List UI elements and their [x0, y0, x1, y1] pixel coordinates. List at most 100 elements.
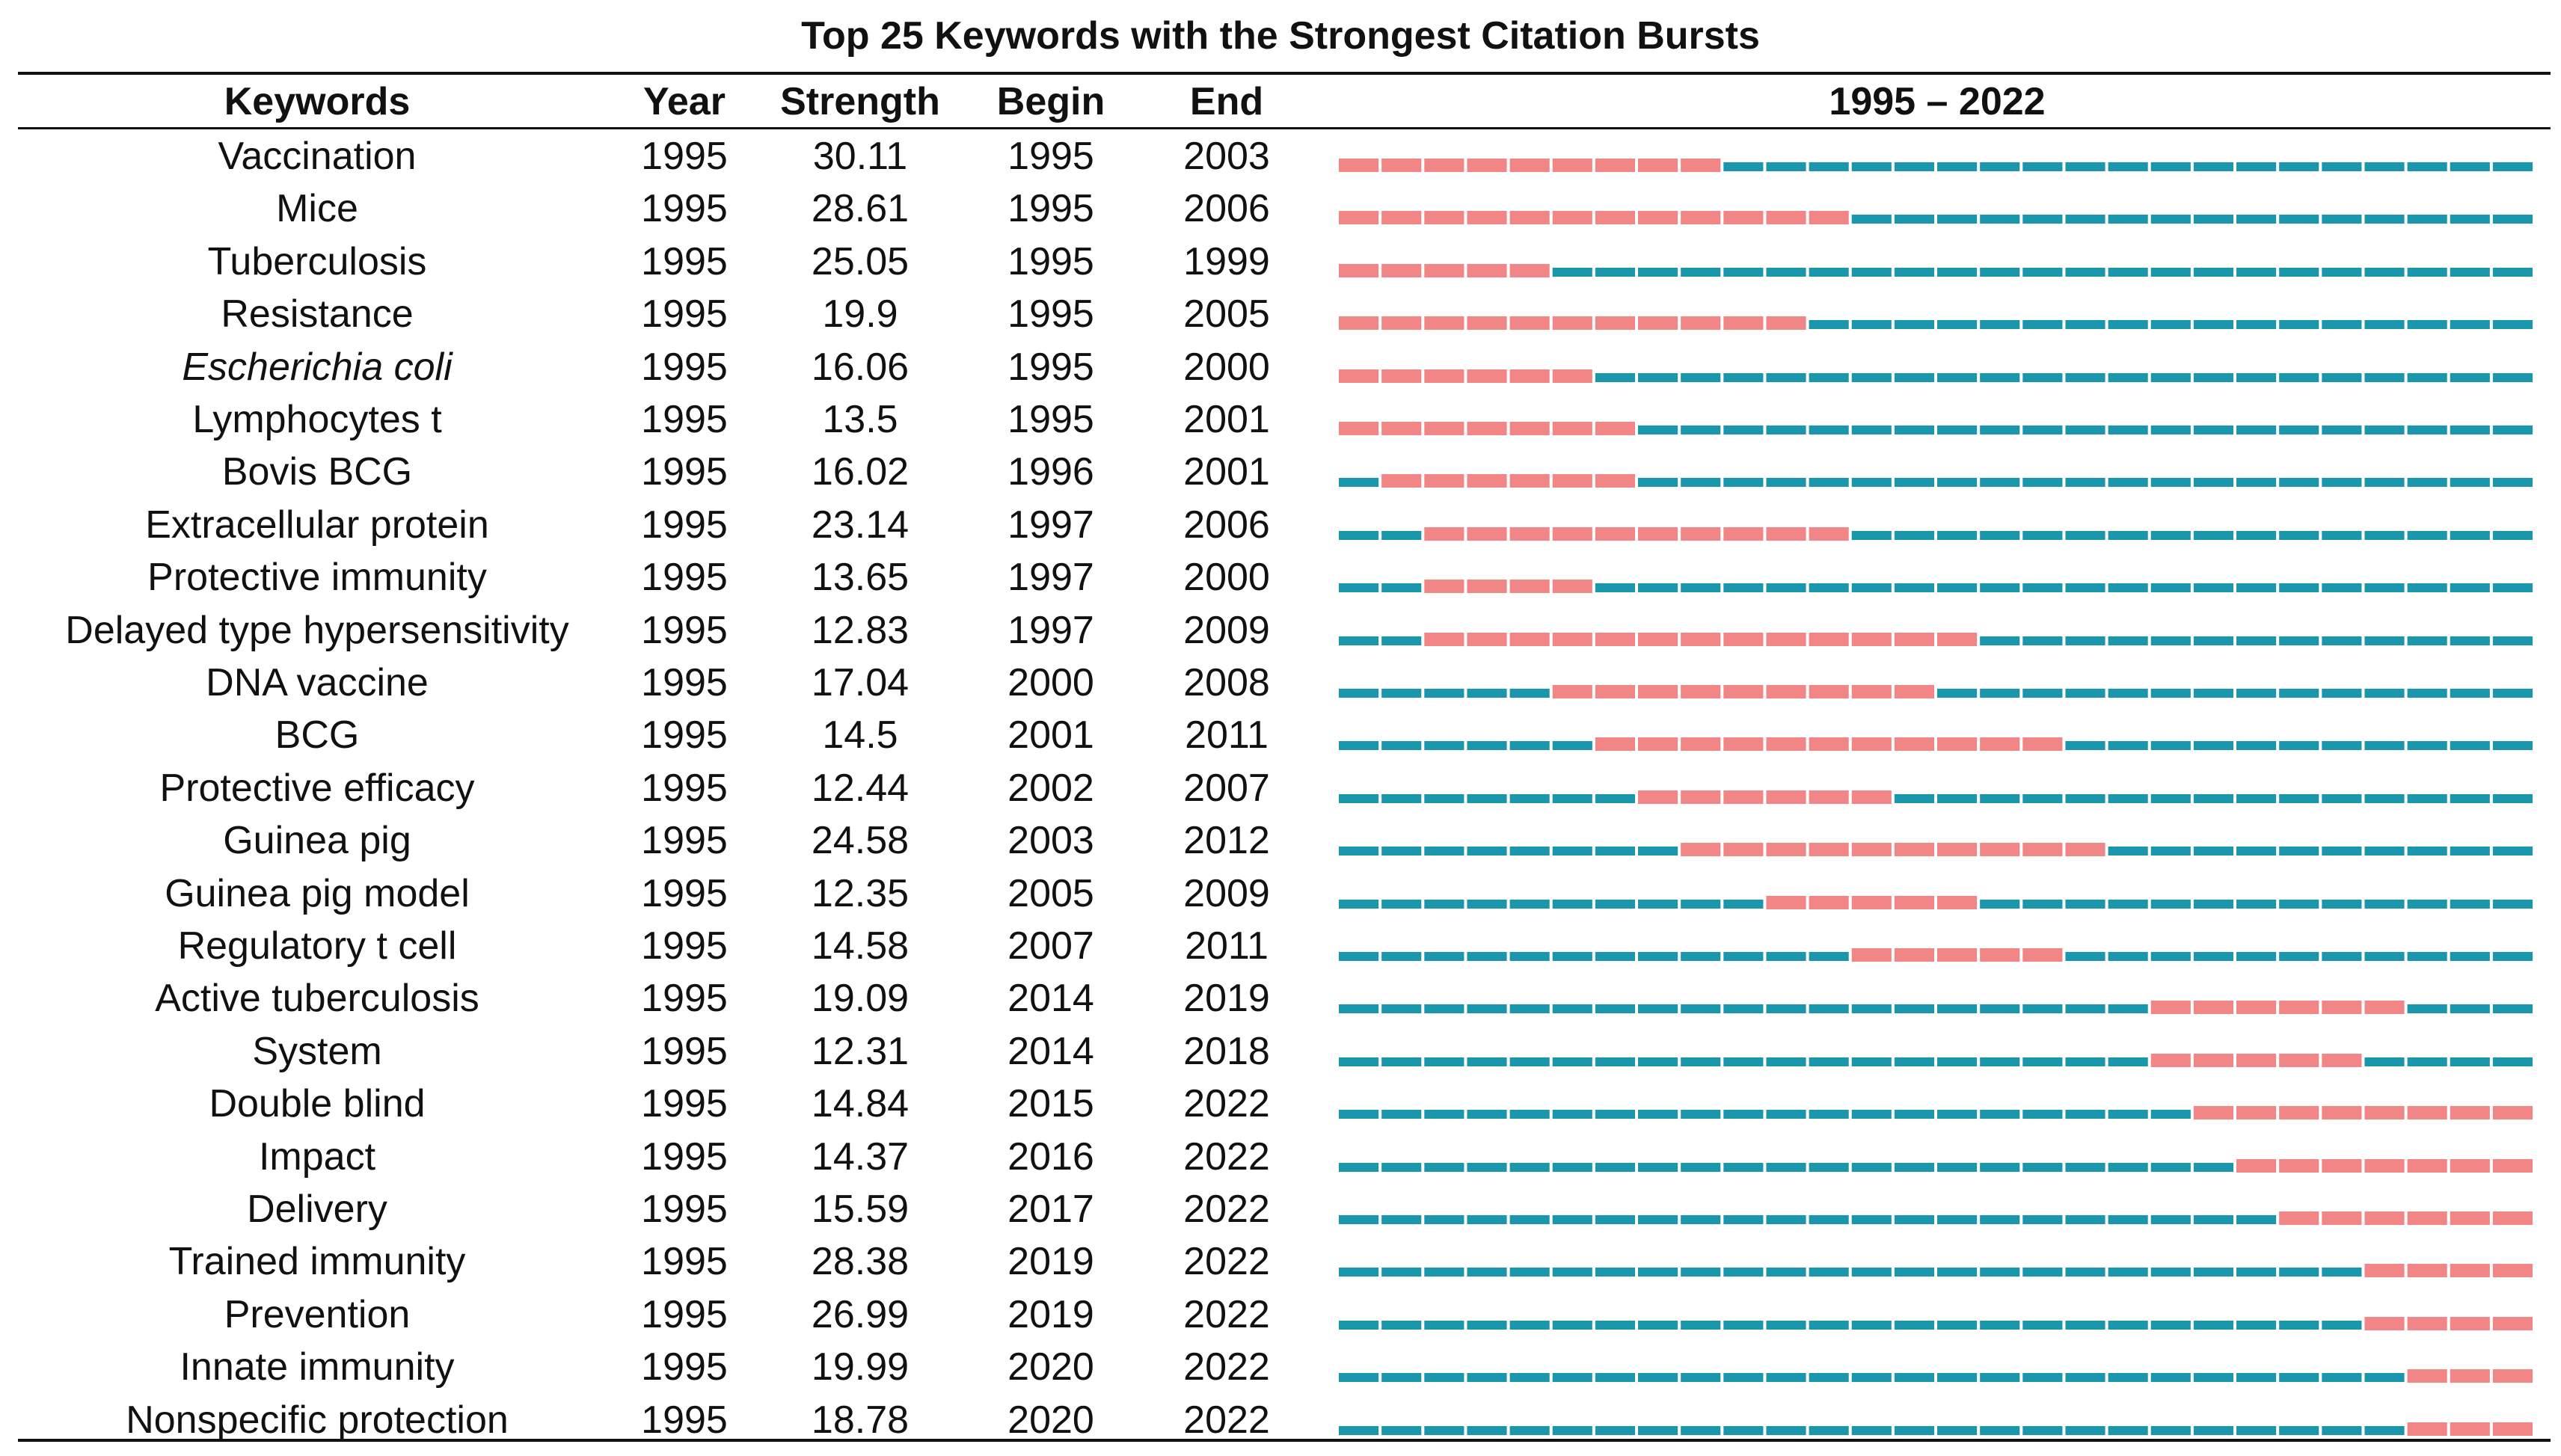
baseline-segment: [1766, 1162, 1806, 1172]
baseline-segment: [2322, 267, 2362, 277]
year-cell: 1995: [641, 1134, 728, 1179]
burst-segment: [1381, 159, 1422, 172]
strength-cell: 26.99: [811, 1292, 910, 1336]
baseline-segment: [2492, 689, 2533, 698]
baseline-segment: [2322, 1320, 2362, 1330]
baseline-segment: [1937, 1215, 1978, 1224]
baseline-segment: [1681, 583, 1721, 593]
baseline-segment: [2065, 1268, 2105, 1277]
baseline-segment: [1894, 1268, 1934, 1277]
burst-segment: [2364, 1316, 2405, 1330]
baseline-segment: [1552, 1373, 1592, 1383]
baseline-segment: [1467, 1425, 1507, 1435]
baseline-segment: [2322, 952, 2362, 961]
baseline-segment: [2193, 478, 2233, 488]
baseline-segment: [1980, 1162, 2020, 1172]
strength-cell: 16.02: [811, 450, 910, 494]
baseline-segment: [1766, 1320, 1806, 1330]
baseline-segment: [1595, 1110, 1635, 1119]
baseline-segment: [2364, 636, 2405, 645]
baseline-segment: [2150, 899, 2191, 909]
burst-segment: [1851, 790, 1892, 804]
baseline-segment: [2450, 793, 2490, 803]
baseline-segment: [2492, 320, 2533, 330]
baseline-segment: [1809, 478, 1849, 488]
baseline-segment: [1937, 215, 1978, 224]
baseline-segment: [1638, 267, 1678, 277]
baseline-segment: [1809, 1320, 1849, 1330]
begin-cell: 2005: [1007, 871, 1094, 915]
baseline-segment: [1894, 583, 1934, 593]
baseline-segment: [2193, 1425, 2233, 1435]
baseline-segment: [1638, 899, 1678, 909]
baseline-segment: [1681, 1110, 1721, 1119]
baseline-segment: [1766, 1057, 1806, 1066]
year-cell: 1995: [641, 766, 728, 810]
baseline-segment: [2150, 1268, 2191, 1277]
burst-segment: [1509, 580, 1550, 594]
baseline-segment: [1937, 478, 1978, 488]
baseline-segment: [1467, 1373, 1507, 1383]
baseline-segment: [2236, 899, 2277, 909]
baseline-segment: [1894, 1320, 1934, 1330]
burst-segment: [2193, 1106, 2233, 1120]
year-cell: 1995: [641, 239, 728, 283]
strength-cell: 13.65: [811, 556, 910, 600]
burst-segment: [2279, 1053, 2319, 1067]
baseline-segment: [1809, 1425, 1849, 1435]
baseline-segment: [1894, 1425, 1934, 1435]
table-row: Delayed type hypersensitivity 1995 12.83 19…: [0, 604, 2561, 657]
baseline-segment: [2407, 426, 2447, 434]
begin-cell: 1997: [1007, 556, 1094, 600]
baseline-segment: [2108, 1215, 2148, 1224]
begin-cell: 2014: [1007, 1029, 1094, 1073]
baseline-segment: [2108, 847, 2148, 856]
baseline-segment: [1681, 372, 1721, 382]
burst-segment: [1809, 526, 1849, 541]
baseline-segment: [1595, 899, 1635, 909]
baseline-segment: [2150, 478, 2191, 488]
baseline-segment: [2108, 793, 2148, 803]
baseline-segment: [2022, 1215, 2063, 1224]
keyword-cell: BCG: [274, 713, 360, 758]
baseline-segment: [1809, 1110, 1849, 1119]
burst-timeline: [1339, 1211, 2533, 1225]
baseline-segment: [2279, 372, 2319, 382]
baseline-segment: [2193, 426, 2233, 434]
burst-segment: [2322, 1158, 2362, 1173]
baseline-segment: [2236, 741, 2277, 751]
burst-segment: [1509, 263, 1550, 277]
baseline-segment: [1552, 741, 1592, 751]
baseline-segment: [2065, 689, 2105, 698]
baseline-segment: [1937, 1162, 1978, 1172]
burst-timeline: [1339, 685, 2533, 698]
baseline-segment: [2022, 583, 2063, 593]
baseline-segment: [1509, 1268, 1550, 1277]
baseline-segment: [1552, 1425, 1592, 1435]
baseline-segment: [1723, 899, 1764, 909]
end-cell: 2011: [1185, 713, 1269, 758]
burst-segment: [1681, 685, 1721, 698]
burst-segment: [2150, 1001, 2191, 1015]
baseline-segment: [1424, 1004, 1464, 1014]
begin-cell: 1995: [1007, 292, 1094, 337]
baseline-segment: [2065, 741, 2105, 751]
baseline-segment: [2193, 847, 2233, 856]
baseline-segment: [1552, 1110, 1592, 1119]
strength-cell: 15.59: [811, 1188, 910, 1231]
burst-segment: [1723, 632, 1764, 646]
baseline-segment: [1424, 952, 1464, 961]
burst-segment: [2450, 1369, 2490, 1383]
table-row: Guinea pig model 1995 12.35 2005 2009: [0, 867, 2561, 920]
baseline-segment: [2108, 267, 2148, 277]
baseline-segment: [1595, 1215, 1635, 1224]
baseline-segment: [2364, 1425, 2405, 1435]
table-row: Mice 1995 28.61 1995 2006: [0, 182, 2561, 235]
baseline-segment: [2450, 478, 2490, 488]
baseline-segment: [2450, 372, 2490, 382]
begin-cell: 2015: [1007, 1082, 1094, 1126]
keyword-cell: Lymphocytes t: [192, 398, 442, 441]
baseline-segment: [1980, 1110, 2020, 1119]
baseline-segment: [1552, 952, 1592, 961]
baseline-segment: [2065, 478, 2105, 488]
